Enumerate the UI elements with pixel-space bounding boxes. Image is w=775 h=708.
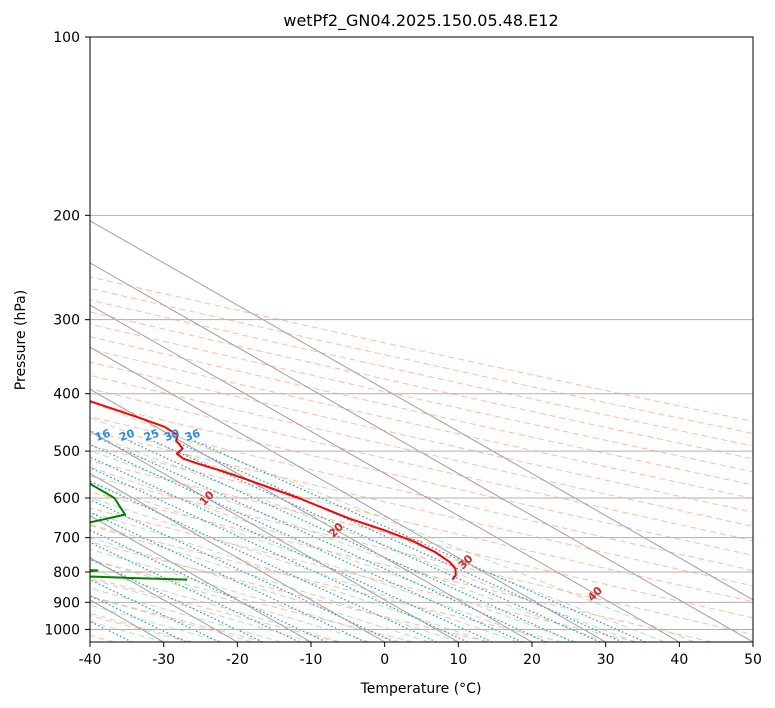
x-axis-title: Temperature (°C)	[360, 681, 482, 697]
x-tick-label: 40	[670, 652, 688, 668]
mixing-ratio-line	[90, 443, 523, 642]
dry-adiabat	[90, 524, 563, 642]
isotherm-line	[90, 304, 680, 642]
moist-adiabat	[90, 482, 547, 642]
mixing-ratio-label: 6	[0, 428, 9, 443]
mixing-ratio-label: 16	[93, 426, 112, 444]
mixing-ratio-label: 20	[117, 426, 136, 444]
mixing-ratio-line	[90, 541, 300, 642]
x-tick-label: -40	[79, 652, 102, 668]
dry-adiabat	[90, 299, 753, 447]
moist-adiabat	[90, 511, 488, 642]
dry-adiabat	[90, 430, 753, 587]
y-tick-label: 700	[53, 531, 80, 547]
moist-adiabat	[90, 524, 459, 642]
mixing-ratio-label: 10	[44, 426, 63, 444]
x-tick-label: 50	[744, 652, 762, 668]
mixing-ratio-line	[90, 511, 366, 642]
mixing-ratio-label: 25	[142, 427, 161, 444]
mixing-ratio-line	[90, 498, 395, 642]
moist-adiabat	[90, 604, 223, 642]
mixing-ratio-line	[90, 529, 327, 642]
y-tick-label: 200	[53, 208, 80, 224]
isotherm-line	[90, 430, 459, 642]
x-tick-label: 10	[449, 652, 467, 668]
moist-adiabat	[90, 466, 577, 642]
dry-adiabat	[90, 445, 753, 603]
temperature-line	[90, 400, 457, 581]
mixing-ratio-line	[90, 466, 468, 642]
moist-adiabat-label: 0	[70, 459, 85, 474]
mixing-ratio-line	[127, 440, 574, 642]
mixing-ratio-line	[172, 440, 623, 642]
background-lines	[90, 276, 753, 642]
y-tick-label: 500	[53, 444, 80, 460]
y-tick-label: 1000	[44, 622, 80, 638]
x-tick-label: 30	[597, 652, 615, 668]
mixing-ratio-line	[193, 440, 646, 642]
dry-adiabat	[90, 416, 753, 571]
axes: -40 -30 -20 -10 0 10 20 30 40 5010020030040050060…	[44, 30, 762, 668]
isotherm-line	[90, 557, 238, 642]
dry-adiabat	[90, 287, 753, 435]
moist-adiabat	[90, 559, 371, 642]
dry-adiabat	[90, 323, 753, 473]
y-tick-label: 600	[53, 491, 80, 507]
x-tick-label: -10	[300, 652, 323, 668]
dry-adiabat	[90, 374, 753, 527]
moist-adiabat	[90, 537, 430, 642]
isotherm-line	[90, 472, 385, 642]
grid-lines	[90, 37, 753, 642]
x-tick-label: -20	[226, 652, 249, 668]
mixing-ratio-line	[90, 456, 493, 642]
x-tick-label: -30	[152, 652, 175, 668]
dry-adiabat	[90, 558, 414, 642]
dry-adiabat	[90, 491, 712, 642]
moist-adiabat	[90, 569, 341, 642]
dry-adiabat	[90, 361, 753, 513]
x-tick-label: 20	[523, 652, 541, 668]
chart-title: wetPf2_GN04.2025.150.05.48.E12	[283, 11, 558, 31]
isotherm-line	[90, 220, 753, 601]
isotherm-line	[90, 262, 753, 642]
mixing-ratio-line	[90, 558, 264, 642]
dry-adiabat	[90, 507, 638, 642]
moist-adiabat	[90, 450, 606, 642]
plot-frame	[89, 36, 754, 643]
x-tick-label: 0	[380, 652, 389, 668]
y-tick-label: 400	[53, 387, 80, 403]
moist-adiabat	[90, 548, 400, 642]
dry-adiabat	[90, 401, 753, 556]
dry-adiabat	[90, 541, 488, 642]
isotherm-line	[90, 388, 533, 642]
dry-adiabat	[90, 336, 753, 486]
mixing-ratio-label: 13	[71, 427, 90, 444]
mixing-ratio-label: 30	[162, 426, 181, 444]
dry-adiabat	[90, 475, 753, 635]
y-tick-label: 800	[53, 565, 80, 581]
moist-adiabat	[90, 417, 665, 642]
isotherm-line	[90, 515, 312, 642]
dry-adiabat	[90, 460, 753, 619]
isotherm-line	[90, 346, 606, 642]
moist-adiabat	[90, 433, 636, 642]
mixing-ratio-label: 36	[183, 426, 202, 444]
y-tick-label: 900	[53, 595, 80, 611]
profiles	[90, 400, 457, 581]
dry-adiabat	[90, 348, 753, 499]
dry-adiabat	[90, 595, 264, 642]
moist-adiabat-label: 40	[585, 584, 605, 604]
y-axis-title: Pressure (hPa)	[13, 290, 29, 390]
y-tick-label: 300	[53, 313, 80, 329]
mixing-ratio-line	[90, 579, 220, 642]
dry-adiabat	[90, 577, 339, 642]
dry-adiabat	[90, 388, 753, 542]
dry-adiabat	[90, 276, 753, 422]
mixing-ratio-label: 8	[25, 428, 37, 443]
y-tick-label: 100	[53, 30, 80, 46]
moist-adiabat	[90, 401, 695, 642]
dry-adiabat	[90, 311, 753, 460]
